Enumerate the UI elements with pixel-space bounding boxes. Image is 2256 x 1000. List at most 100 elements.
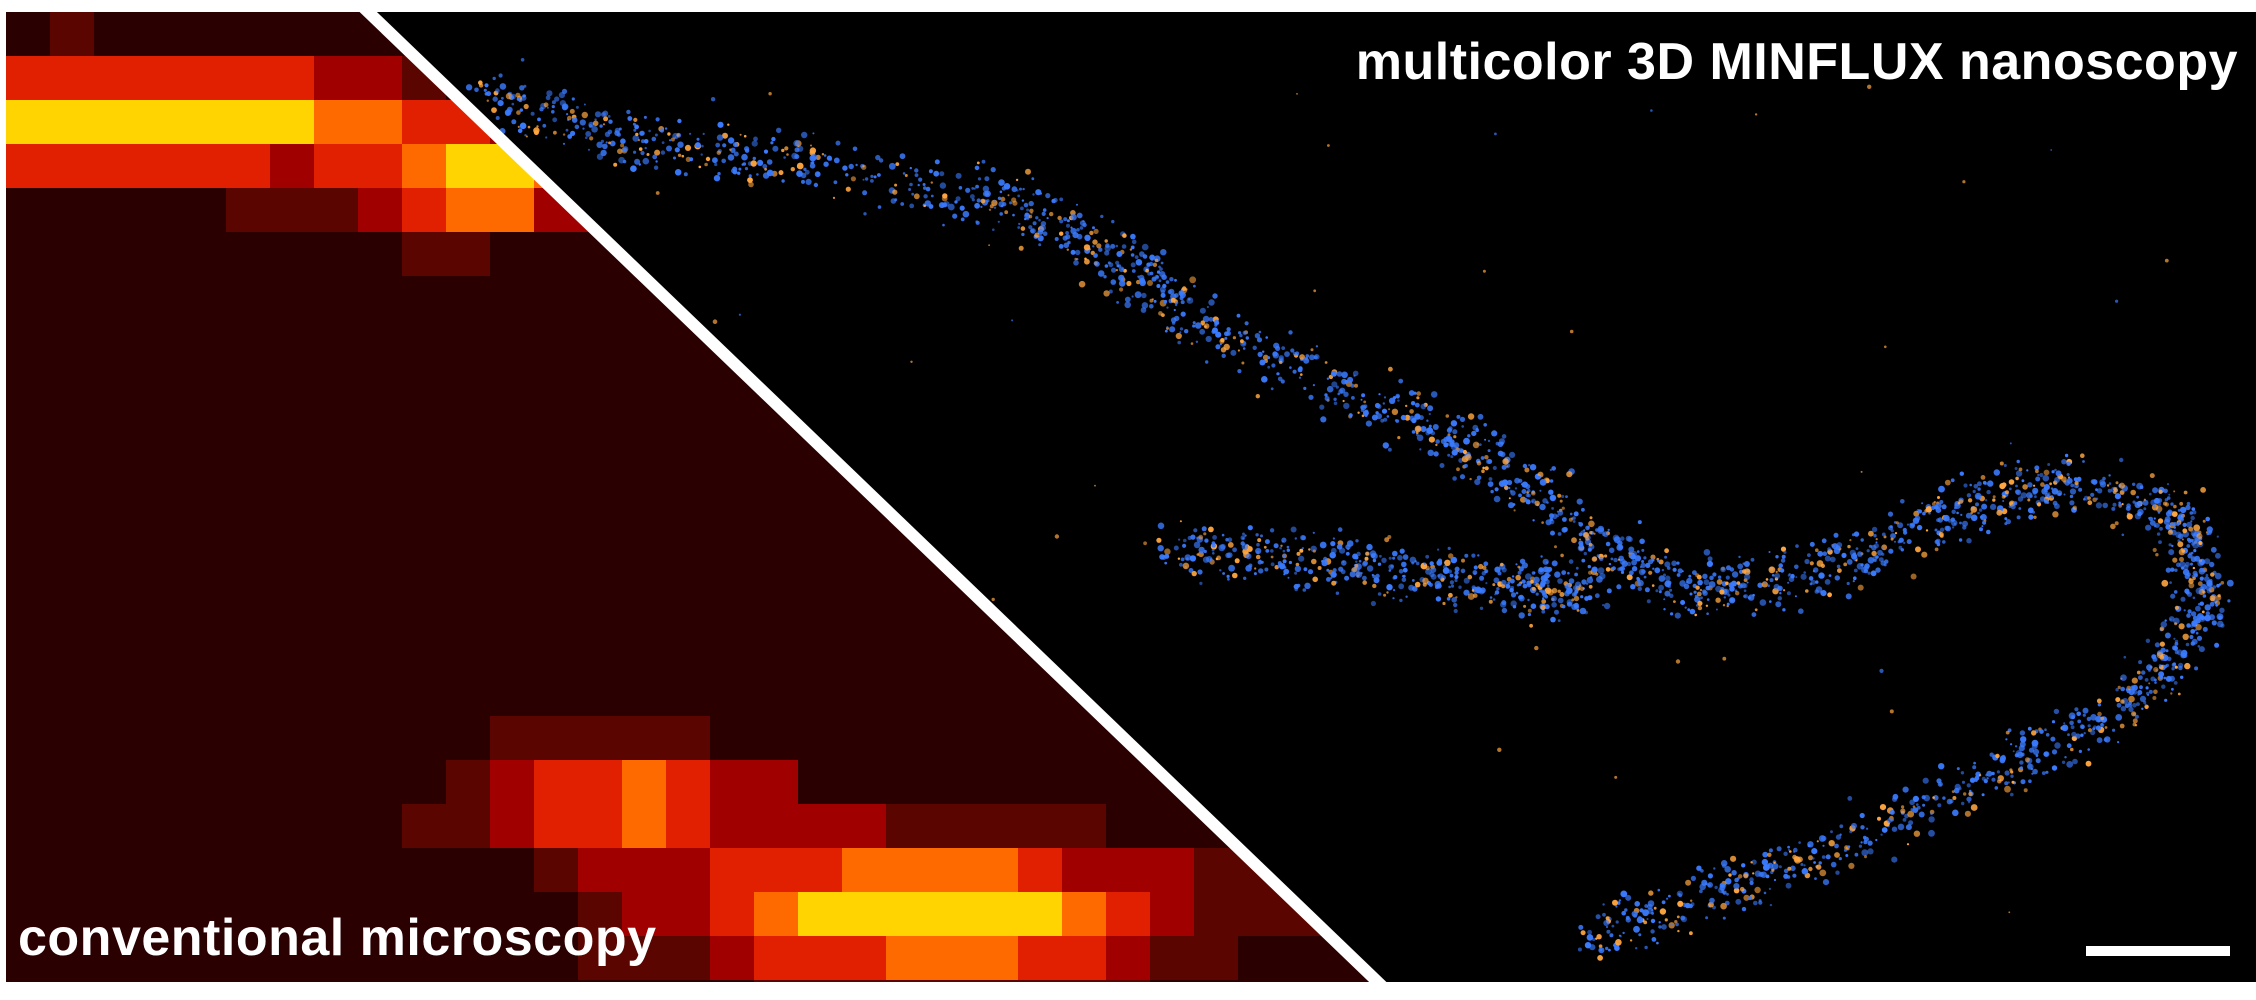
blue-localization xyxy=(986,199,990,203)
blue-localization xyxy=(1993,469,2001,476)
orange-localization xyxy=(2035,469,2039,474)
blue-localization xyxy=(1706,598,1710,601)
blue-localization xyxy=(833,157,840,164)
blue-localization xyxy=(1575,566,1579,570)
blue-localization xyxy=(1405,595,1408,598)
blue-localization xyxy=(1821,855,1826,859)
orange-localization xyxy=(2052,511,2059,518)
pixel xyxy=(930,716,975,761)
stray-localization xyxy=(2115,299,2119,303)
orange-localization xyxy=(1736,581,1741,585)
stray-localization xyxy=(520,58,525,62)
blue-localization xyxy=(2004,517,2008,521)
pixel xyxy=(138,408,183,453)
blue-localization xyxy=(2137,690,2143,695)
blue-localization xyxy=(1939,500,1944,504)
blue-localization xyxy=(1808,576,1814,581)
blue-localization xyxy=(2173,590,2178,594)
blue-localization xyxy=(2186,521,2193,528)
blue-localization xyxy=(1549,479,1554,483)
pixel xyxy=(1106,628,1151,673)
blue-localization xyxy=(1906,539,1912,545)
blue-localization xyxy=(1954,506,1957,510)
orange-localization xyxy=(1626,574,1633,581)
pixel xyxy=(94,232,139,277)
blue-localization xyxy=(2058,492,2062,496)
blue-localization xyxy=(1339,387,1346,394)
blue-localization xyxy=(638,163,641,166)
blue-localization xyxy=(1581,579,1587,585)
blue-localization xyxy=(1542,597,1545,600)
blue-localization xyxy=(1304,582,1311,589)
pixel xyxy=(446,716,491,761)
orange-localization xyxy=(1029,208,1034,213)
blue-localization xyxy=(2117,741,2120,744)
pixel xyxy=(534,408,579,453)
pixel xyxy=(1370,232,1386,277)
blue-localization xyxy=(1437,573,1444,580)
blue-localization xyxy=(1983,779,1988,784)
blue-localization xyxy=(1199,307,1206,314)
pixel xyxy=(226,760,271,805)
pixel xyxy=(138,716,183,761)
blue-localization xyxy=(1177,340,1181,345)
blue-localization xyxy=(733,151,739,157)
orange-localization xyxy=(2155,553,2159,557)
blue-localization xyxy=(1294,571,1298,575)
blue-localization xyxy=(1292,369,1297,374)
blue-localization xyxy=(1639,538,1645,545)
blue-localization xyxy=(1392,556,1396,560)
orange-localization xyxy=(667,132,671,136)
pixel xyxy=(358,584,403,629)
blue-localization xyxy=(1670,923,1673,927)
blue-localization xyxy=(2166,483,2170,486)
orange-localization xyxy=(1596,934,1602,940)
orange-localization xyxy=(1191,570,1197,577)
orange-localization xyxy=(2179,556,2184,562)
blue-localization xyxy=(1847,845,1851,849)
blue-localization xyxy=(1202,315,1210,323)
blue-localization xyxy=(1541,590,1547,596)
stray-localization xyxy=(710,97,716,102)
blue-localization xyxy=(634,158,641,165)
blue-localization xyxy=(1508,502,1515,509)
orange-localization xyxy=(1648,890,1654,896)
blue-localization xyxy=(933,170,940,177)
pixel xyxy=(1062,408,1107,453)
pixel xyxy=(6,12,51,57)
blue-localization xyxy=(2165,649,2169,653)
blue-localization xyxy=(1881,532,1886,537)
blue-localization xyxy=(2145,638,2151,643)
blue-localization xyxy=(845,173,849,177)
orange-localization xyxy=(1448,592,1453,598)
blue-localization xyxy=(1958,538,1963,542)
blue-localization xyxy=(1332,537,1335,540)
pixel xyxy=(1106,496,1151,541)
blue-localization xyxy=(1517,570,1522,575)
pixel xyxy=(1282,12,1327,57)
orange-localization xyxy=(637,139,641,142)
orange-localization xyxy=(1391,408,1399,415)
blue-localization xyxy=(2141,707,2144,710)
blue-localization xyxy=(1912,807,1919,813)
stray-localization xyxy=(2009,442,2012,445)
orange-localization xyxy=(705,156,711,162)
blue-localization xyxy=(1875,567,1881,573)
blue-localization xyxy=(928,169,933,174)
blue-localization xyxy=(2063,722,2066,725)
blue-localization xyxy=(1952,809,1959,817)
pixel xyxy=(358,628,403,673)
orange-localization xyxy=(592,120,599,127)
pixel xyxy=(842,584,887,629)
blue-localization xyxy=(1578,540,1584,546)
blue-localization xyxy=(1184,554,1192,561)
blue-localization xyxy=(2205,584,2212,591)
orange-localization xyxy=(1203,323,1210,329)
pixel xyxy=(94,672,139,717)
pixel xyxy=(1018,452,1063,497)
blue-localization xyxy=(1450,584,1455,588)
blue-localization xyxy=(812,132,815,135)
blue-localization xyxy=(1769,903,1773,907)
blue-localization xyxy=(826,155,833,161)
pixel xyxy=(446,232,491,277)
